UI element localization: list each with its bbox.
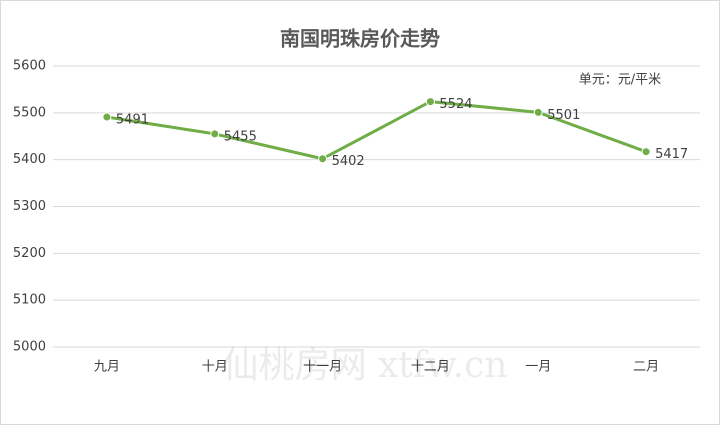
- x-tick-label: 十月: [202, 360, 228, 375]
- y-tick-label: 5000: [13, 340, 46, 355]
- point: [641, 147, 651, 157]
- data-label: 5402: [332, 154, 365, 169]
- x-tick-label: 九月: [94, 360, 120, 375]
- data-label: 5524: [439, 97, 472, 112]
- data-label: 5417: [655, 147, 688, 162]
- point: [318, 154, 328, 164]
- x-tick-label: 一月: [525, 360, 551, 375]
- data-label: 5455: [224, 129, 257, 144]
- point: [210, 129, 220, 139]
- y-tick-label: 5600: [13, 59, 46, 74]
- line: [106, 100, 647, 161]
- point: [425, 97, 435, 107]
- x-tick-label: 十二月: [411, 360, 450, 375]
- y-tick-label: 5100: [13, 293, 46, 308]
- y-tick-label: 5500: [13, 105, 46, 120]
- point: [102, 112, 112, 122]
- data-label: 5491: [116, 113, 149, 128]
- x-tick-label: 十一月: [303, 360, 342, 375]
- y-tick-label: 5300: [13, 199, 46, 214]
- unit-annotation: 单元：元/平米: [579, 73, 661, 88]
- y-tick-label: 5400: [13, 152, 46, 167]
- chart-title: 南国明珠房价走势: [280, 27, 440, 51]
- data-label: 5501: [547, 108, 580, 123]
- watermark: 仙桃房网 xtfw.cn: [223, 345, 508, 386]
- point: [533, 107, 543, 117]
- x-tick-label: 二月: [633, 360, 659, 375]
- y-tick-label: 5200: [13, 246, 46, 261]
